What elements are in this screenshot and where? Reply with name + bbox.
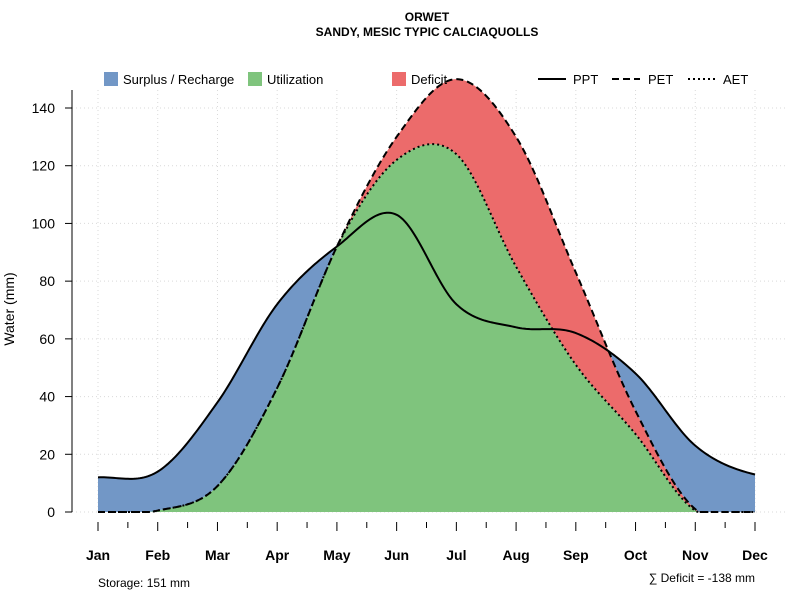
legend: Surplus / Recharge Utilization Deficit P… <box>104 72 748 87</box>
legend-swatch-utilization <box>248 72 262 86</box>
chart-title: ORWET <box>405 10 450 24</box>
legend-label-pet: PET <box>648 72 673 87</box>
x-tick-label-jan: Jan <box>86 547 110 563</box>
ppt-line <box>97 211 756 480</box>
legend-swatch-surplus <box>104 72 118 86</box>
x-tick-label-sep: Sep <box>563 547 589 563</box>
legend-label-surplus: Surplus / Recharge <box>123 72 234 87</box>
utilization-area <box>98 144 755 512</box>
series-lines <box>97 78 756 513</box>
x-tick-label-feb: Feb <box>145 547 170 563</box>
y-ticks: 0 20 40 60 80 100 120 140 <box>32 100 72 520</box>
x-tick-label-nov: Nov <box>682 547 709 563</box>
y-axis-label: Water (mm) <box>1 272 17 345</box>
x-tick-label-dec: Dec <box>742 547 768 563</box>
x-tick-label-jun: Jun <box>384 547 409 563</box>
area-fills <box>98 79 755 512</box>
y-tick-label: 100 <box>32 215 56 231</box>
x-tick-label-may: May <box>323 547 350 563</box>
y-tick-label: 0 <box>47 504 55 520</box>
legend-swatch-deficit <box>392 72 406 86</box>
pet-line <box>97 78 755 513</box>
y-tick-label: 20 <box>39 446 55 462</box>
legend-label-deficit: Deficit <box>411 72 448 87</box>
y-tick-label: 60 <box>39 331 55 347</box>
x-tick-label-apr: Apr <box>265 547 290 563</box>
y-tick-label: 40 <box>39 389 55 405</box>
x-ticks: Jan Feb Mar Apr May Jun Jul Aug Sep Oct Nov Dec <box>86 522 768 563</box>
x-tick-label-oct: Oct <box>624 547 648 563</box>
x-tick-label-jul: Jul <box>446 547 466 563</box>
legend-label-aet: AET <box>723 72 748 87</box>
chart-subtitle: SANDY, MESIC TYPIC CALCIAQUOLLS <box>316 25 539 39</box>
surplus-area <box>98 79 755 512</box>
storage-annotation: Storage: 151 mm <box>98 576 190 590</box>
x-tick-label-aug: Aug <box>502 547 529 563</box>
y-tick-label: 120 <box>32 158 56 174</box>
y-tick-label: 80 <box>39 273 55 289</box>
legend-label-utilization: Utilization <box>267 72 323 87</box>
legend-label-ppt: PPT <box>573 72 598 87</box>
y-tick-label: 140 <box>32 100 56 116</box>
deficit-annotation: ∑ Deficit = -138 mm <box>649 571 755 585</box>
x-tick-label-mar: Mar <box>205 547 230 563</box>
